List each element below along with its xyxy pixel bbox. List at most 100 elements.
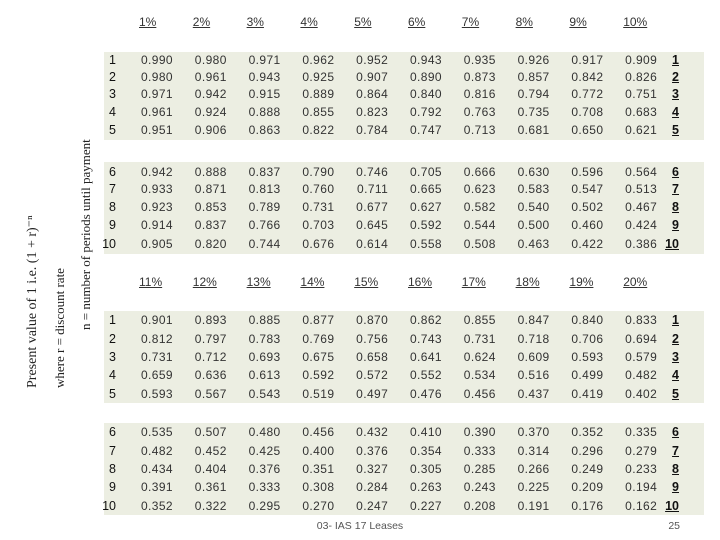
table-cell: 0.482: [140, 444, 173, 458]
table-cell: 0.249: [571, 462, 604, 476]
table-cell: 0.889: [302, 87, 335, 101]
table-cell: 0.694: [625, 332, 658, 346]
column-header: 8%: [515, 15, 533, 29]
period-label-right: 3: [672, 87, 679, 101]
column-header: 2%: [192, 15, 211, 29]
table-cell: 0.502: [571, 200, 604, 214]
period-label-right: 8: [672, 462, 679, 476]
table-cell: 0.391: [140, 480, 173, 494]
table-cell: 0.247: [356, 499, 389, 513]
column-header: 5%: [354, 15, 372, 29]
period-label-right: 2: [672, 70, 679, 84]
table-cell: 0.735: [517, 105, 550, 119]
table-cell: 0.683: [625, 105, 658, 119]
table-cell: 0.499: [571, 368, 604, 382]
table-cell: 0.857: [517, 70, 550, 84]
table-cell: 0.943: [409, 53, 442, 67]
period-label-right: 4: [672, 368, 679, 382]
table-cell: 0.463: [517, 237, 550, 251]
column-header: 1%: [139, 15, 157, 29]
table-cell: 0.703: [302, 218, 335, 232]
table-cell: 0.718: [517, 332, 550, 346]
table-cell: 0.547: [571, 182, 604, 196]
period-label: 6: [109, 425, 116, 439]
table-cell: 0.534: [463, 368, 496, 382]
table-cell: 0.952: [356, 53, 389, 67]
table-cell: 0.951: [140, 123, 173, 137]
period-label-right: 9: [672, 218, 679, 232]
table-cell: 0.558: [409, 237, 442, 251]
table-cell: 0.419: [571, 387, 604, 401]
table-cell: 0.376: [356, 444, 389, 458]
table-cell: 0.567: [194, 387, 227, 401]
table-cell: 0.885: [248, 313, 281, 327]
table-cell: 0.425: [248, 444, 281, 458]
table-cell: 0.747: [409, 123, 442, 137]
table-cell: 0.790: [302, 165, 335, 179]
period-label: 8: [109, 462, 116, 476]
period-label-right: 5: [672, 387, 679, 401]
table-cell: 0.906: [194, 123, 227, 137]
table-cell: 0.552: [409, 368, 442, 382]
column-header: 3%: [246, 15, 264, 29]
table-cell: 0.926: [517, 53, 550, 67]
table-cell: 0.333: [248, 480, 281, 494]
table-cell: 0.769: [302, 332, 335, 346]
table-cell: 0.402: [625, 387, 658, 401]
column-header: 12%: [192, 275, 217, 289]
table-cell: 0.476: [409, 387, 442, 401]
period-label-right: 10: [665, 237, 679, 251]
table-cell: 0.731: [302, 200, 335, 214]
table-cell: 0.693: [248, 350, 281, 364]
table-cell: 0.676: [302, 237, 335, 251]
period-label-right: 5: [672, 123, 679, 137]
table-cell: 0.784: [356, 123, 389, 137]
period-label: 2: [109, 332, 116, 346]
table-cell: 0.508: [463, 237, 496, 251]
table-cell: 0.500: [517, 218, 550, 232]
table-cell: 0.905: [140, 237, 173, 251]
table-cell: 0.614: [356, 237, 389, 251]
period-label-right: 9: [672, 480, 679, 494]
table-cell: 0.766: [248, 218, 281, 232]
table-cell: 0.456: [463, 387, 496, 401]
period-label: 5: [109, 123, 116, 137]
table-cell: 0.437: [517, 387, 550, 401]
table-cell: 0.681: [517, 123, 550, 137]
table-cell: 0.295: [248, 499, 281, 513]
table-cell: 0.914: [140, 218, 173, 232]
page-number: 25: [668, 520, 680, 532]
table-cell: 0.467: [625, 200, 658, 214]
table-cell: 0.971: [248, 53, 281, 67]
table-cell: 0.816: [463, 87, 496, 101]
table-cell: 0.783: [248, 332, 281, 346]
table-cell: 0.792: [409, 105, 442, 119]
table-cell: 0.864: [356, 87, 389, 101]
table-cell: 0.935: [463, 53, 496, 67]
table-cell: 0.513: [625, 182, 658, 196]
table-cell: 0.630: [517, 165, 550, 179]
table-cell: 0.917: [571, 53, 604, 67]
table-cell: 0.705: [409, 165, 442, 179]
side-label: Present value of 1 i.e. (1 + r)⁻ⁿ: [25, 215, 40, 388]
period-label-right: 10: [665, 499, 679, 513]
table-cell: 0.335: [625, 425, 658, 439]
table-cell: 0.901: [140, 313, 173, 327]
table-cell: 0.962: [302, 53, 335, 67]
table-cell: 0.434: [140, 462, 173, 476]
table-cell: 0.596: [571, 165, 604, 179]
period-label: 1: [109, 313, 116, 327]
table-cell: 0.823: [356, 105, 389, 119]
table-cell: 0.877: [302, 313, 335, 327]
column-header: 9%: [569, 15, 587, 29]
table-cell: 0.980: [194, 53, 227, 67]
table-cell: 0.873: [463, 70, 496, 84]
table-cell: 0.243: [463, 480, 496, 494]
side-label: where r = discount rate: [52, 268, 67, 388]
table-cell: 0.609: [517, 350, 550, 364]
column-header: 11%: [139, 275, 163, 289]
table-cell: 0.888: [194, 165, 227, 179]
table-cell: 0.837: [248, 165, 281, 179]
period-label-right: 4: [672, 105, 679, 119]
table-cell: 0.424: [625, 218, 658, 232]
